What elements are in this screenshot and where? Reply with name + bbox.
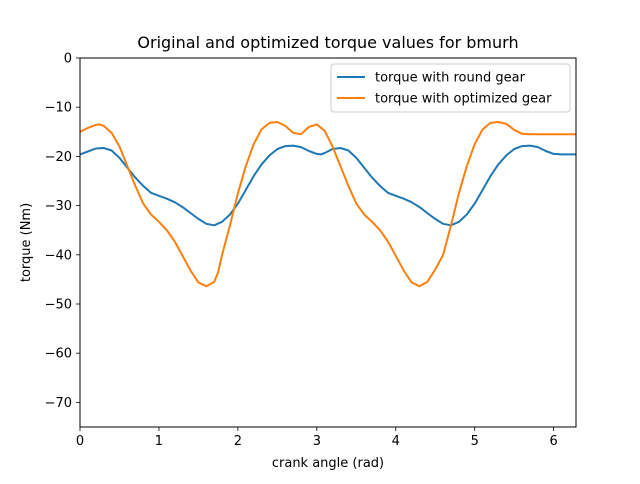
x-tick-label: 0	[76, 434, 84, 449]
x-tick-label: 5	[471, 434, 479, 449]
y-tick-label: −50	[45, 298, 72, 313]
axis-ticks: 0 1 2 3 4 5 6 0 −10 −20 −30 −40 −50 −60 −70	[45, 52, 558, 450]
series-line-optimized-gear	[79, 121, 576, 288]
y-tick-label: −10	[45, 101, 72, 116]
y-tick-label: 0	[64, 52, 72, 67]
y-tick-label: −30	[45, 199, 72, 214]
x-tick-label: 2	[234, 434, 242, 449]
legend-label-optimized-gear: torque with optimized gear	[375, 92, 552, 107]
x-axis-label: crank angle (rad)	[272, 456, 384, 471]
series-line-round-gear	[79, 144, 576, 227]
plot-lines	[79, 121, 576, 288]
x-tick-label: 6	[550, 434, 558, 449]
legend-box	[330, 63, 571, 113]
x-tick-label: 1	[155, 434, 163, 449]
chart-title: Original and optimized torque values for…	[137, 33, 518, 52]
y-tick-label: −60	[45, 347, 72, 362]
y-tick-label: −40	[45, 248, 72, 263]
x-tick-label: 3	[313, 434, 321, 449]
y-axis-label: torque (Nm)	[19, 203, 34, 282]
legend: torque with round gear torque with optim…	[330, 63, 571, 113]
y-tick-label: −20	[45, 150, 72, 165]
plot-frame	[79, 57, 577, 428]
legend-label-round-gear: torque with round gear	[375, 71, 526, 86]
y-tick-label: −70	[45, 396, 72, 411]
x-tick-label: 4	[392, 434, 400, 449]
